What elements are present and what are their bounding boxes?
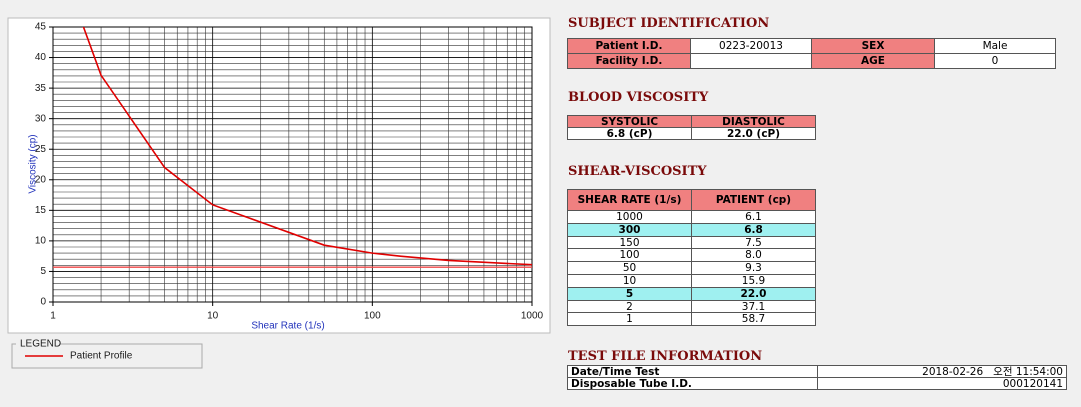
y-tick-label: 5 [40,266,46,277]
table-cell: 6.8 [691,222,816,237]
y-tick-label: 45 [35,22,47,33]
y-axis-label: Viscosity (cp) [28,134,39,193]
y-tick-label: 20 [35,174,47,185]
legend-label: Patient Profile [70,351,133,362]
table-cell: 22.0 (cP) [691,127,816,140]
table-cell: 300 [567,222,692,237]
legend-title: LEGEND [20,339,61,350]
table-header: PATIENT (cp) [691,189,816,211]
field-value [690,53,812,69]
table-cell: 22.0 [691,286,816,301]
table-cell: 5 [567,286,692,301]
field-value: 0223-20013 [690,38,812,54]
field-value: 0 [934,53,1056,69]
legend-box [11,343,203,369]
info-label: Disposable Tube I.D. [567,377,818,390]
info-value: 000120141 [817,377,1067,390]
table-cell: 15.9 [691,274,816,288]
legend-title-bg [16,338,60,350]
section-title: SHEAR-VISCOSITY [568,164,707,179]
table-cell: 9.3 [691,261,816,275]
y-tick-label: 35 [35,83,47,94]
y-tick-label: 30 [35,113,47,124]
table-cell: 6.8 (cP) [567,127,692,140]
plot-area [52,26,533,303]
table-header: SHEAR RATE (1/s) [567,189,692,211]
field-label: AGE [811,53,935,69]
section-title: BLOOD VISCOSITY [568,90,709,105]
section-title: SUBJECT IDENTIFICATION [568,16,770,31]
table-cell: 100 [567,248,692,263]
table-cell: 58.7 [691,312,816,327]
table-cell: 8.0 [691,248,816,263]
x-tick-label: 100 [364,311,381,322]
y-tick-label: 15 [35,205,47,216]
x-tick-label: 1 [50,311,56,322]
y-tick-label: 40 [35,52,47,63]
x-tick-label: 10 [207,311,219,322]
y-tick-label: 10 [35,236,47,247]
table-cell: 1 [567,312,692,327]
table-cell: 37.1 [691,299,816,314]
table-cell: 7.5 [691,235,816,250]
table-cell: 2 [567,299,692,314]
table-cell: 1000 [567,210,692,224]
y-tick-label: 25 [35,144,47,155]
y-tick-label: 0 [40,297,46,308]
section-title: TEST FILE INFORMATION [568,349,763,364]
x-axis-label: Shear Rate (1/s) [251,321,324,332]
table-header: SYSTOLIC [567,115,692,128]
field-value: Male [934,38,1056,54]
table-cell: 150 [567,235,692,250]
table-cell: 6.1 [691,210,816,224]
info-label: Date/Time Test [567,365,818,378]
field-label: Patient I.D. [567,38,691,54]
data-line [82,27,532,266]
field-label: Facility I.D. [567,53,691,69]
table-cell: 10 [567,274,692,288]
table-cell: 50 [567,261,692,275]
field-label: SEX [811,38,935,54]
x-tick-label: 1000 [521,311,544,322]
